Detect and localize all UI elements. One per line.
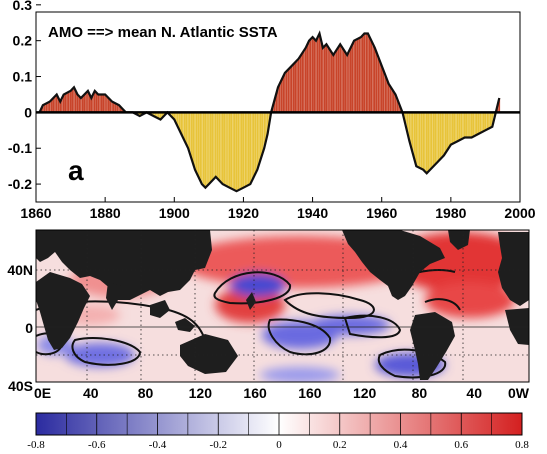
map-y-tick-label: 40N (7, 262, 33, 278)
map-x-tick-label: 80 (138, 385, 154, 401)
africa-land (36, 272, 90, 350)
sst-map (36, 230, 529, 382)
map-x-tick-label: 0W (508, 385, 530, 401)
map-x-tick-label: 0E (34, 385, 51, 401)
x-tick-label: 1880 (90, 205, 121, 221)
map-x-tick-label: 80 (412, 385, 428, 401)
x-tick-label: 1900 (159, 205, 190, 221)
contour-east-pacific (343, 314, 402, 339)
colorbar-tick-label: 0.2 (333, 439, 347, 451)
greenland-land (448, 230, 470, 250)
map-y-tick-label: 40S (8, 378, 33, 394)
map-x-tick-label: 120 (353, 385, 377, 401)
map-axis-ticks: 0E 40 80 120 160 160 120 80 40 0W 40N 0 40S (7, 262, 529, 401)
west-africa-land (505, 308, 529, 345)
colorbar-tick-label: -0.8 (27, 439, 45, 451)
contour-kuroshio (213, 271, 291, 305)
chart-title: AMO ==> mean N. Atlantic SSTA (48, 24, 278, 41)
map-x-tick-label: 120 (189, 385, 213, 401)
amo-time-series-panel: 1860 1880 1900 1920 1940 1960 1980 2000 0.3 0.2 0.… (8, 0, 536, 221)
colorbar-tick-label: 0.8 (515, 439, 529, 451)
contour-south-pacific (377, 348, 447, 379)
map-x-tick-label: 40 (466, 385, 482, 401)
east-pacific-cool (310, 315, 390, 335)
map-x-tick-label: 160 (243, 385, 267, 401)
colorbar-tick-label: -0.2 (210, 439, 227, 451)
y-tick-label: 0.1 (13, 69, 33, 85)
x-tick-label: 1980 (435, 205, 466, 221)
amo-series-line (38, 30, 501, 193)
map-x-tick-label: 40 (83, 385, 99, 401)
colorbar: -0.8 -0.6 -0.4 -0.2 0 0.2 0.4 0.6 0.8 (27, 412, 529, 451)
colorbar-tick-label: 0.4 (394, 439, 408, 451)
colorbar-tick-label: -0.4 (149, 439, 167, 451)
map-x-tick-label: 160 (298, 385, 322, 401)
x-tick-label: 1960 (366, 205, 397, 221)
south-america-land (410, 312, 455, 380)
southeast-asia-land (150, 300, 170, 318)
contour-tropical-atlantic (424, 298, 461, 311)
map-gridlines (36, 230, 529, 382)
y-tick-label: -0.2 (8, 176, 32, 192)
north-america-land (342, 230, 445, 300)
colorbar-tick-label: -0.6 (88, 439, 106, 451)
panel-label: a (68, 155, 84, 186)
southern-ocean-cool (260, 367, 340, 382)
europe-africa-west-land (498, 232, 529, 306)
x-tick-label: 2000 (504, 205, 535, 221)
contour-south-indian (71, 337, 142, 366)
amo-bars (40, 33, 501, 192)
india-land (106, 282, 122, 310)
sst-map-panel: 0E 40 80 120 160 160 120 80 40 0W 40N 0 40S (7, 229, 530, 401)
x-tick-label: 1940 (297, 205, 328, 221)
amo-axis-ticks: 1860 1880 1900 1920 1940 1960 1980 2000 0.3 0.2 0.… (8, 0, 536, 221)
australia-land (180, 334, 238, 374)
kuroshio-cool (230, 273, 286, 297)
colorbar-ticks: -0.8 -0.6 -0.4 -0.2 0 0.2 0.4 0.6 0.8 (27, 413, 529, 451)
map-y-tick-label: 0 (25, 320, 33, 336)
japan-land (246, 292, 256, 310)
x-tick-label: 1860 (20, 205, 51, 221)
y-tick-label: 0.3 (13, 0, 33, 13)
contour-north-pacific (283, 292, 375, 320)
tropical-atlantic-warm (425, 282, 515, 318)
y-tick-label: 0 (24, 104, 32, 120)
contour-central-pacific (267, 318, 332, 356)
land-masses (36, 230, 529, 380)
map-frame (35, 229, 530, 383)
y-tick-label: 0.2 (13, 33, 33, 49)
eurasia-land (36, 230, 212, 300)
y-tick-label: -0.1 (8, 140, 32, 156)
x-tick-label: 1920 (228, 205, 259, 221)
anomaly-field (37, 232, 529, 382)
indonesia-land (175, 318, 195, 332)
colorbar-tick-label: 0.6 (454, 439, 468, 451)
colorbar-tick-label: 0 (276, 439, 282, 451)
